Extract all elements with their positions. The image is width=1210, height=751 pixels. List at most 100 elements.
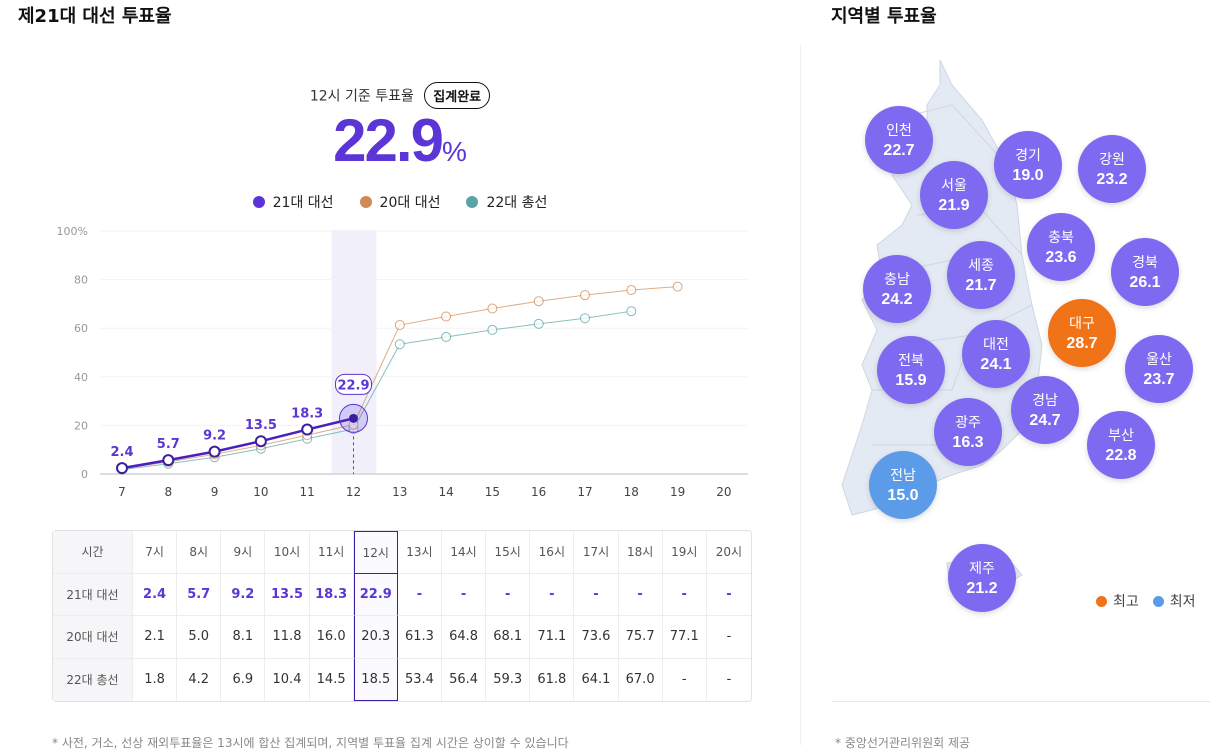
table-header-cell: 16시 xyxy=(530,531,575,574)
region-bubble[interactable]: 충북 23.6 xyxy=(1027,213,1095,281)
region-bubble[interactable]: 대구 28.7 xyxy=(1048,299,1116,367)
data-point[interactable] xyxy=(626,285,637,296)
table-row: 21대 대선 2.4 5.7 9.2 13.5 18.3 22.9- - - - - - - - xyxy=(53,573,751,616)
x-tick-label: 19 xyxy=(670,485,685,499)
data-point[interactable] xyxy=(441,331,452,342)
region-bubble[interactable]: 경기 19.0 xyxy=(994,131,1062,199)
region-bubble[interactable]: 제주 21.2 xyxy=(948,544,1016,612)
region-bubble[interactable]: 대전 24.1 xyxy=(962,320,1030,388)
table-cell: 75.7 xyxy=(618,616,663,659)
region-name: 경남 xyxy=(1032,392,1058,408)
x-tick-label: 10 xyxy=(253,485,268,499)
region-bubble[interactable]: 광주 16.3 xyxy=(934,398,1002,466)
data-point[interactable] xyxy=(580,290,590,301)
data-label: 22.9 xyxy=(337,378,369,393)
data-point[interactable] xyxy=(349,413,358,423)
data-point[interactable] xyxy=(441,311,452,322)
region-value: 24.1 xyxy=(980,356,1012,373)
data-point[interactable] xyxy=(116,462,128,475)
table-cell: - xyxy=(574,573,619,616)
region-value: 21.7 xyxy=(965,277,997,294)
region-bubble[interactable]: 부산 22.8 xyxy=(1087,411,1155,479)
region-bubble[interactable]: 전북 15.9 xyxy=(877,336,945,404)
region-name: 충북 xyxy=(1048,229,1074,245)
table-cell: 10.4 xyxy=(265,658,310,701)
x-tick-label: 18 xyxy=(624,485,639,499)
region-bubble[interactable]: 경북 26.1 xyxy=(1111,238,1179,306)
table-cell: 18.3 xyxy=(309,573,354,616)
table-cell: 9.2 xyxy=(221,573,266,616)
x-tick-label: 8 xyxy=(164,485,172,499)
legend-label: 22대 총선 xyxy=(486,195,548,211)
table-cell: 53.4 xyxy=(398,658,442,701)
region-value: 26.1 xyxy=(1129,274,1161,291)
table-cell: 61.8 xyxy=(530,658,575,701)
data-point[interactable] xyxy=(533,318,544,329)
y-tick-label: 40 xyxy=(74,371,88,384)
data-label: 5.7 xyxy=(157,437,180,452)
divider xyxy=(800,45,801,745)
data-point[interactable] xyxy=(580,313,590,324)
table-header-cell: 7시 xyxy=(133,531,178,574)
legend-item[interactable]: 21대 대선 xyxy=(252,192,334,212)
table-header-cell: 14시 xyxy=(441,531,487,574)
y-tick-label: 100% xyxy=(57,225,88,238)
y-tick-label: 20 xyxy=(74,419,88,432)
row-label: 22대 총선 xyxy=(53,658,133,701)
table-header-cell: 12시 xyxy=(353,531,398,574)
data-point[interactable] xyxy=(487,324,498,335)
data-label: 18.3 xyxy=(291,407,323,422)
data-point[interactable] xyxy=(626,306,637,317)
legend-dot xyxy=(1152,595,1164,607)
table-header-cell: 19시 xyxy=(662,531,707,574)
region-bubble[interactable]: 충남 24.2 xyxy=(863,255,931,323)
table-cell: 16.0 xyxy=(309,616,354,659)
legend-item[interactable]: 22대 총선 xyxy=(466,192,547,212)
row-label: 21대 대선 xyxy=(53,573,133,616)
data-point[interactable] xyxy=(487,303,498,314)
legend-label: 21대 대선 xyxy=(272,195,334,211)
region-bubble[interactable]: 전남 15.0 xyxy=(869,451,937,519)
region-bubble[interactable]: 강원 23.2 xyxy=(1078,135,1146,203)
region-bubble[interactable]: 경남 24.7 xyxy=(1011,376,1079,444)
table-header-cell: 20시 xyxy=(706,531,751,574)
page-title: 제21대 대선 투표율 xyxy=(18,6,172,27)
table-cell: 5.0 xyxy=(177,616,222,659)
data-point[interactable] xyxy=(254,435,267,448)
y-tick-label: 80 xyxy=(74,274,88,287)
table-cell: 59.3 xyxy=(486,658,531,701)
region-bubble[interactable]: 울산 23.7 xyxy=(1125,335,1193,403)
data-point[interactable] xyxy=(394,320,405,331)
table-cell: 2.4 xyxy=(133,573,178,616)
region-title: 지역별 투표율 xyxy=(831,6,937,27)
table-cell: - xyxy=(662,573,707,616)
region-bubble[interactable]: 세종 21.7 xyxy=(947,241,1015,309)
table-cell: - xyxy=(486,573,531,616)
data-point[interactable] xyxy=(162,454,175,467)
region-value: 19.0 xyxy=(1012,167,1044,184)
region-bubble[interactable]: 인천 22.7 xyxy=(865,106,933,174)
table-cell: 1.8 xyxy=(133,658,178,701)
table-cell: - xyxy=(618,573,663,616)
x-tick-label: 13 xyxy=(392,485,407,499)
legend-item[interactable]: 20대 대선 xyxy=(359,192,440,212)
data-point[interactable] xyxy=(208,445,221,458)
data-point[interactable] xyxy=(394,339,405,350)
table-header-cell: 17시 xyxy=(574,531,619,574)
table-cell: 18.5 xyxy=(353,658,398,701)
legend-dot xyxy=(252,196,265,208)
table-cell: 14.5 xyxy=(310,658,354,701)
legend-dot xyxy=(1096,595,1107,607)
region-name: 서울 xyxy=(941,177,967,193)
region-value: 21.9 xyxy=(938,197,970,214)
table-cell: 73.6 xyxy=(574,616,619,659)
table-cell: 61.3 xyxy=(397,616,442,659)
legend-high: 최고 xyxy=(1096,591,1139,611)
region-bubble[interactable]: 서울 21.9 xyxy=(920,161,988,229)
data-point[interactable] xyxy=(301,423,314,436)
divider xyxy=(832,701,1210,702)
region-value: 24.7 xyxy=(1029,412,1061,429)
data-point[interactable] xyxy=(672,281,683,292)
data-point[interactable] xyxy=(533,296,544,307)
region-name: 인천 xyxy=(886,122,912,138)
